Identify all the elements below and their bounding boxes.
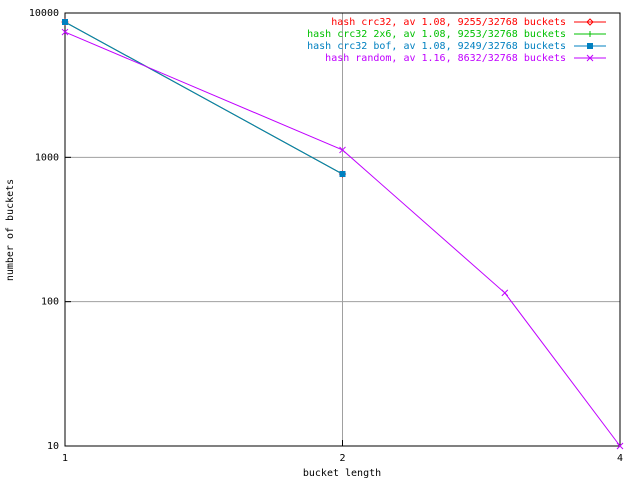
legend-label: hash crc32, av 1.08, 9255/32768 buckets	[331, 17, 566, 28]
y-tick-label: 10000	[29, 8, 59, 19]
point	[616, 442, 624, 450]
point	[501, 289, 509, 297]
legend-marker	[586, 18, 594, 26]
x-axis-label: bucket length	[303, 468, 381, 479]
legend-label: hash random, av 1.16, 8632/32768 buckets	[325, 53, 566, 64]
legend-marker	[587, 31, 593, 37]
point	[339, 171, 346, 178]
x-tick-label: 2	[339, 453, 345, 464]
point	[62, 19, 68, 26]
legend-marker	[587, 43, 593, 49]
series-line	[64, 31, 621, 447]
y-tick-label: 10	[47, 441, 59, 452]
point	[61, 28, 69, 36]
y-tick-label: 1000	[35, 152, 59, 163]
x-tick-label: 4	[617, 453, 623, 464]
legend-label: hash crc32 2x6, av 1.08, 9253/32768 buck…	[307, 29, 566, 40]
legend-label: hash crc32 bof, av 1.08, 9249/32768 buck…	[307, 41, 566, 52]
y-tick-label: 100	[41, 297, 59, 308]
legend-marker	[586, 54, 594, 62]
series-line	[64, 21, 343, 175]
point	[339, 146, 346, 154]
y-axis-label: number of buckets	[5, 179, 16, 281]
plot-border	[64, 12, 621, 447]
x-tick-label: 1	[62, 453, 68, 464]
